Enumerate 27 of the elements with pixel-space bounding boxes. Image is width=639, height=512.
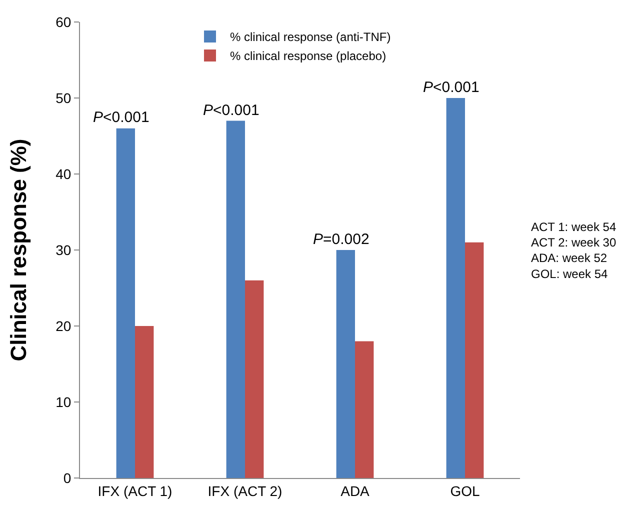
bar [226,120,245,478]
annotation: P<0.001 [423,79,480,96]
bar [336,250,355,478]
x-tick-label: GOL [450,482,480,499]
y-tick-label: 60 [56,14,72,30]
annotation: P<0.001 [93,109,150,126]
y-tick-label: 20 [56,318,72,334]
annotation: P=0.002 [313,231,370,248]
y-tick-label: 30 [56,242,72,258]
bar [355,341,374,478]
x-tick-label: IFX (ACT 2) [208,482,282,499]
y-tick-label: 50 [56,90,72,106]
y-tick-label: 0 [63,470,72,486]
bar [446,98,465,478]
bar [116,128,135,478]
text: ACT 1: week 54 ACT 2: week 30 ADA: week 52 GOL: week 54 [531,220,616,281]
legend-label: % clinical response (placebo) [230,49,386,64]
y-tick-label: 10 [56,394,72,410]
bar [465,242,484,478]
legend-label: % clinical response (anti-TNF) [230,30,391,44]
y-tick-label: 40 [56,166,72,182]
y-axis-title: Clinical response (%) [6,138,31,362]
bar [135,326,154,478]
bar [245,280,264,478]
x-tick-label: ADA [340,482,370,499]
annotation: P<0.001 [203,102,260,119]
x-tick-label: IFX (ACT 1) [98,482,172,499]
